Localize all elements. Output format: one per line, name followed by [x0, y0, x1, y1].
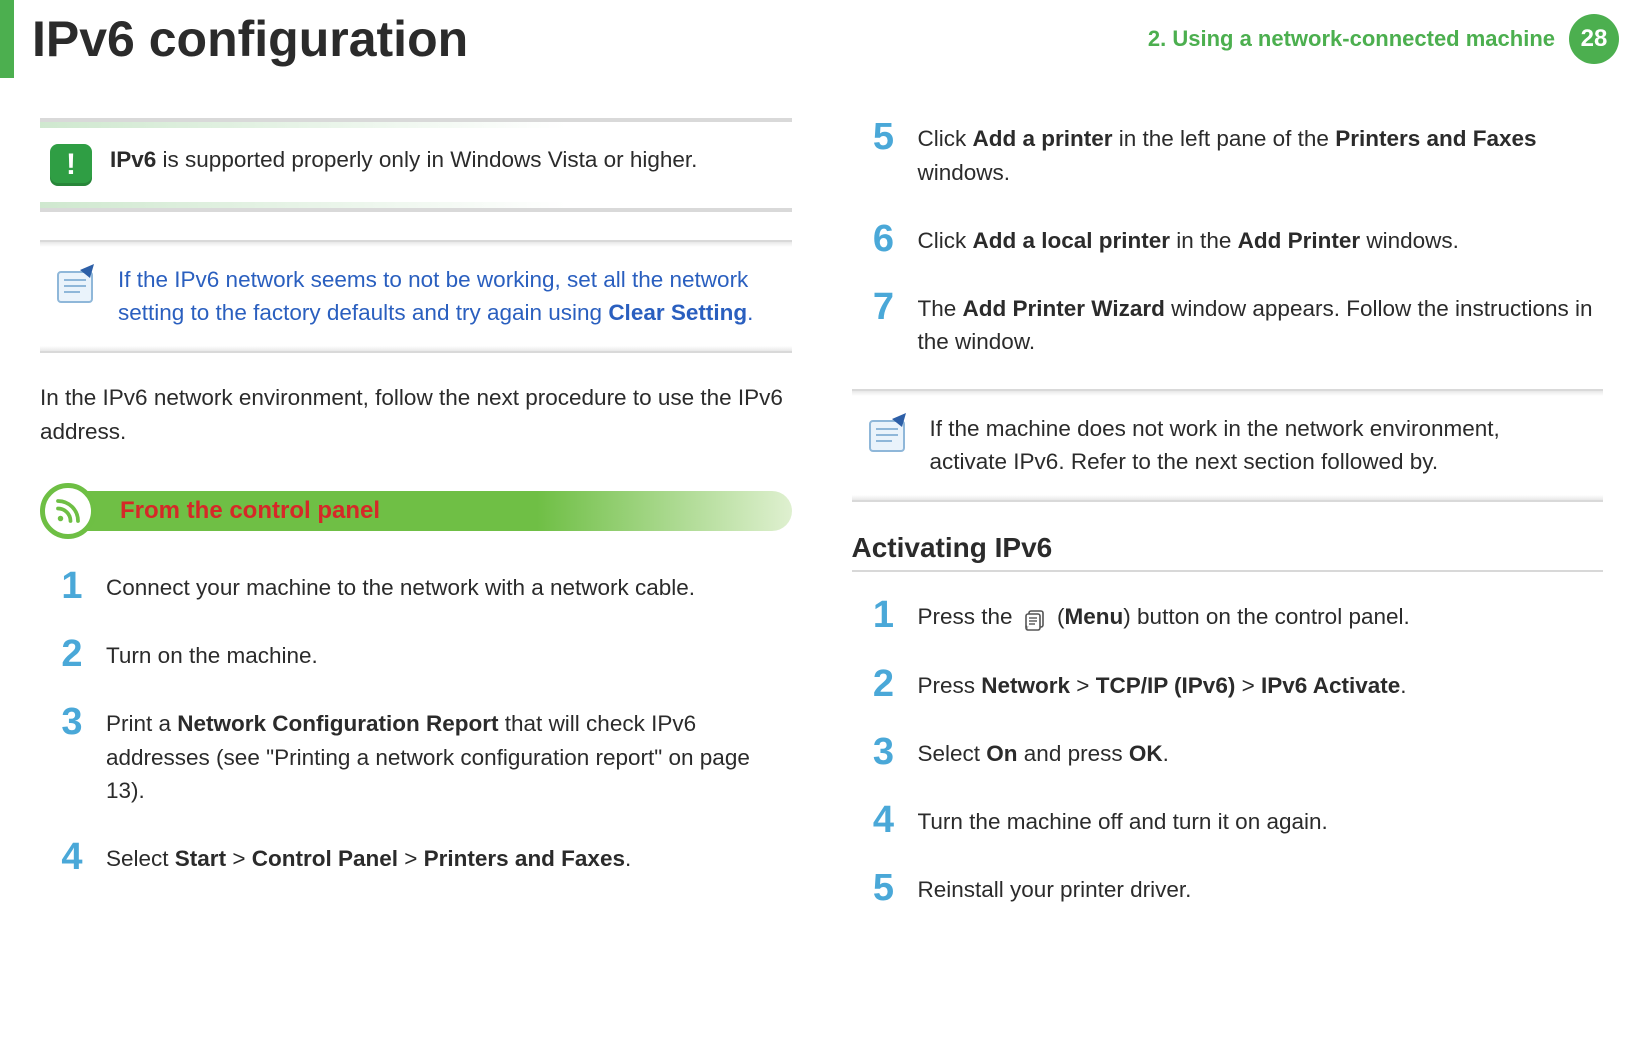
- tip-callout-2: If the machine does not work in the netw…: [852, 389, 1604, 502]
- step-text: Select On and press OK.: [918, 733, 1169, 771]
- header-right: 2. Using a network-connected machine 28: [1148, 14, 1619, 64]
- page-title: IPv6 configuration: [32, 10, 468, 68]
- tip-text: If the IPv6 network seems to not be work…: [118, 264, 772, 329]
- step-number: 3: [56, 703, 88, 741]
- sub-steps: 1 Press the * (Menu) button on the contro…: [852, 596, 1604, 907]
- step-text: Press the * (Menu) button on the control…: [918, 596, 1410, 635]
- section-banner-label: From the control panel: [120, 497, 380, 525]
- chapter-label: 2. Using a network-connected machine: [1148, 26, 1555, 52]
- warning-callout: ! IPv6 is supported properly only in Win…: [40, 118, 792, 212]
- rss-icon: [40, 483, 96, 539]
- tip-bold: Clear Setting: [608, 300, 747, 325]
- header-left: IPv6 configuration: [0, 0, 468, 78]
- step-text: Reinstall your printer driver.: [918, 869, 1192, 907]
- step-item: 4 Select Start > Control Panel > Printers…: [56, 838, 792, 876]
- step-number: 6: [868, 220, 900, 258]
- step-number: 4: [868, 801, 900, 839]
- warning-rest: is supported properly only in Windows Vi…: [156, 147, 697, 172]
- step-item: 5 Reinstall your printer driver.: [868, 869, 1604, 907]
- subheading: Activating IPv6: [852, 532, 1604, 564]
- exclamation-icon: !: [50, 144, 92, 186]
- content-columns: ! IPv6 is supported properly only in Win…: [0, 78, 1643, 937]
- section-banner: From the control panel: [40, 485, 792, 537]
- step-number: 1: [868, 596, 900, 634]
- page-number-badge: 28: [1569, 14, 1619, 64]
- step-item: 2 Turn on the machine.: [56, 635, 792, 673]
- step-number: 2: [868, 665, 900, 703]
- step-text: Click Add a printer in the left pane of …: [918, 118, 1604, 190]
- step-number: 5: [868, 869, 900, 907]
- tip-text-2: If the machine does not work in the netw…: [930, 413, 1584, 478]
- tip-callout: If the IPv6 network seems to not be work…: [40, 240, 792, 353]
- right-steps-cont: 5 Click Add a printer in the left pane of…: [852, 118, 1604, 359]
- right-column: 5 Click Add a printer in the left pane of…: [852, 118, 1604, 937]
- step-item: 5 Click Add a printer in the left pane of…: [868, 118, 1604, 190]
- warning-text: IPv6 is supported properly only in Windo…: [110, 144, 697, 177]
- left-column: ! IPv6 is supported properly only in Win…: [40, 118, 792, 937]
- step-text: Turn on the machine.: [106, 635, 318, 673]
- step-number: 7: [868, 288, 900, 326]
- step-text: Print a Network Configuration Report tha…: [106, 703, 792, 808]
- step-text: Click Add a local printer in the Add Pri…: [918, 220, 1459, 258]
- left-steps: 1 Connect your machine to the network wit…: [40, 567, 792, 876]
- step-item: 7 The Add Printer Wizard window appears. …: [868, 288, 1604, 360]
- step-item: 1 Press the * (Menu) button on the contro…: [868, 596, 1604, 635]
- step-item: 2 Press Network > TCP/IP (IPv6) > IPv6 Ac…: [868, 665, 1604, 703]
- step-number: 4: [56, 838, 88, 876]
- tip-line2: .: [747, 300, 753, 325]
- warning-bold: IPv6: [110, 147, 156, 172]
- subhead-rule: [852, 570, 1604, 572]
- step-number: 1: [56, 567, 88, 605]
- step-number: 3: [868, 733, 900, 771]
- step-number: 5: [868, 118, 900, 156]
- step-text: Connect your machine to the network with…: [106, 567, 695, 605]
- step-number: 2: [56, 635, 88, 673]
- page-header: IPv6 configuration 2. Using a network-co…: [0, 0, 1643, 78]
- svg-text:*: *: [1025, 624, 1029, 632]
- step-item: 1 Connect your machine to the network wit…: [56, 567, 792, 605]
- step-item: 4 Turn the machine off and turn it on aga…: [868, 801, 1604, 839]
- step-item: 6 Click Add a local printer in the Add Pr…: [868, 220, 1604, 258]
- step-text: The Add Printer Wizard window appears. F…: [918, 288, 1604, 360]
- note-icon: [862, 413, 912, 457]
- step-item: 3 Select On and press OK.: [868, 733, 1604, 771]
- note-icon: [50, 264, 100, 308]
- step-item: 3 Print a Network Configuration Report th…: [56, 703, 792, 808]
- step-text: Turn the machine off and turn it on agai…: [918, 801, 1328, 839]
- header-accent-bar: [0, 0, 14, 78]
- step-text: Press Network > TCP/IP (IPv6) > IPv6 Act…: [918, 665, 1407, 703]
- intro-text: In the IPv6 network environment, follow …: [40, 381, 792, 449]
- step-text: Select Start > Control Panel > Printers …: [106, 838, 631, 876]
- menu-button-icon: *: [1023, 601, 1047, 635]
